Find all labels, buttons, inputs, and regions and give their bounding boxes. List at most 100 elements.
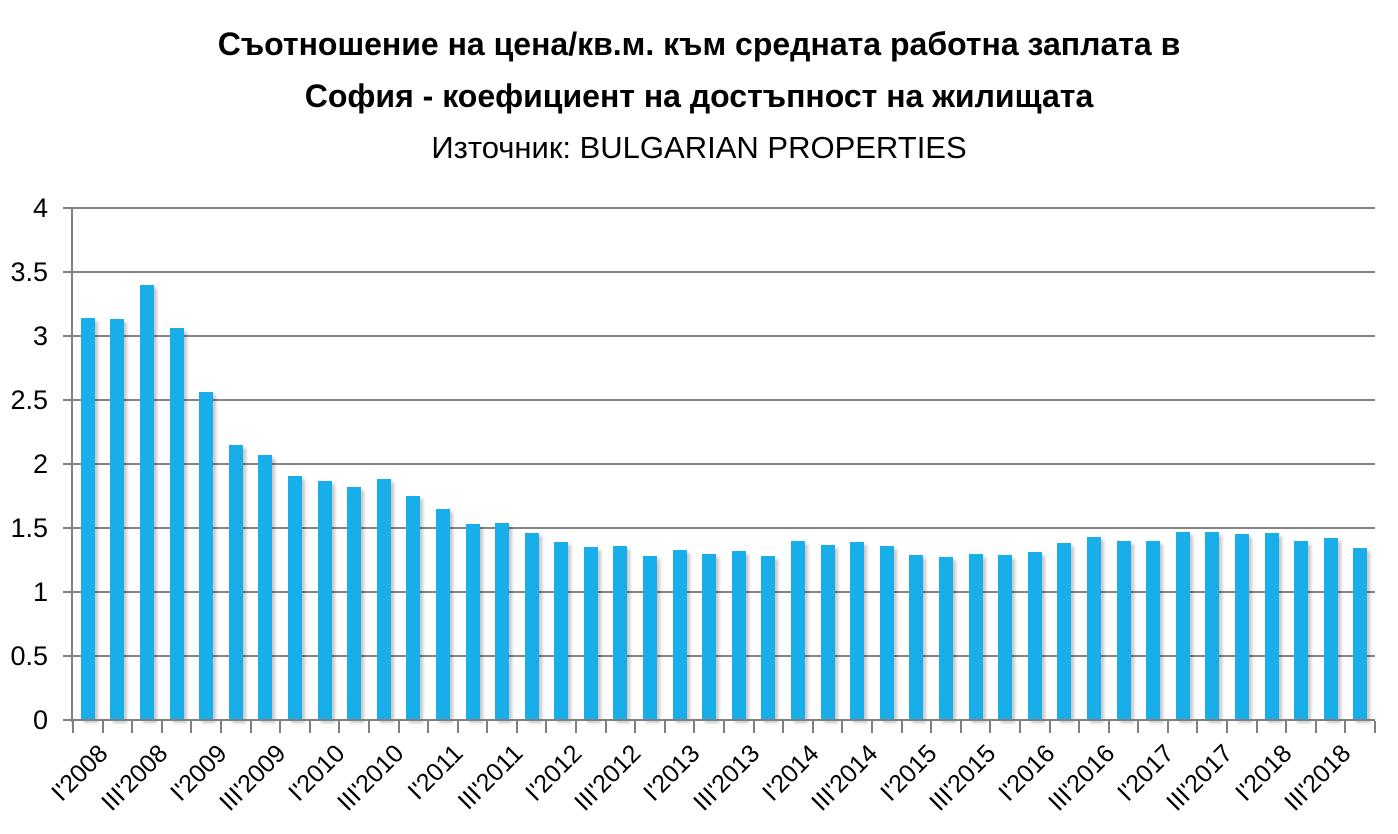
x-axis-tick bbox=[575, 721, 578, 733]
x-axis-label: III'2011 bbox=[452, 739, 529, 816]
y-axis-label: 2.5 bbox=[10, 385, 48, 415]
x-axis-tick bbox=[190, 721, 193, 733]
x-axis-tick bbox=[841, 721, 844, 733]
bar-cell bbox=[754, 208, 784, 720]
x-axis-tick bbox=[1285, 721, 1288, 733]
bar-cell bbox=[280, 208, 310, 720]
x-axis-label: III'2015 bbox=[924, 739, 1002, 817]
gridline bbox=[73, 335, 1375, 337]
gridline bbox=[73, 527, 1375, 529]
bar bbox=[406, 496, 421, 720]
x-axis-tick bbox=[900, 721, 903, 733]
bar bbox=[583, 547, 598, 720]
bar bbox=[1057, 543, 1072, 720]
bar-cell bbox=[1109, 208, 1139, 720]
y-axis-tick bbox=[63, 591, 73, 593]
x-axis-label: III'2018 bbox=[1279, 739, 1357, 817]
bar-cell bbox=[1227, 208, 1257, 720]
gridline bbox=[73, 399, 1375, 401]
bars-container bbox=[73, 208, 1375, 720]
x-axis-tick bbox=[723, 721, 725, 733]
bar-cell bbox=[339, 208, 369, 720]
bar bbox=[169, 328, 184, 720]
bar-cell bbox=[902, 208, 932, 720]
x-axis-label: III'2017 bbox=[1161, 739, 1239, 817]
x-axis-tick bbox=[870, 721, 873, 733]
bar bbox=[968, 553, 983, 720]
bar bbox=[524, 533, 539, 720]
bar bbox=[1175, 531, 1190, 720]
bar-cell bbox=[872, 208, 902, 720]
y-axis-label: 2 bbox=[32, 449, 48, 479]
bar-cell bbox=[961, 208, 991, 720]
bar-cell bbox=[694, 208, 724, 720]
bar-cell bbox=[724, 208, 754, 720]
y-axis-tick bbox=[63, 335, 73, 337]
bar-cell bbox=[813, 208, 843, 720]
bar bbox=[139, 284, 154, 720]
gridline bbox=[73, 655, 1375, 657]
x-axis-tick bbox=[930, 721, 933, 733]
x-axis-tick bbox=[486, 721, 489, 733]
bar bbox=[554, 542, 569, 720]
bar-cell bbox=[221, 208, 251, 720]
bar-cell bbox=[1050, 208, 1080, 720]
x-axis-tick bbox=[752, 721, 755, 733]
bar-cell bbox=[458, 208, 488, 720]
x-axis-tick bbox=[338, 721, 341, 733]
y-axis-tick bbox=[63, 719, 73, 721]
bar bbox=[820, 544, 835, 720]
bar-cell bbox=[606, 208, 636, 720]
bar bbox=[672, 549, 687, 720]
x-axis-tick bbox=[279, 721, 282, 733]
x-axis-tick bbox=[1137, 721, 1140, 733]
x-axis-label: III'2016 bbox=[1042, 739, 1120, 817]
x-axis-tick bbox=[219, 721, 222, 733]
x-axis-tick bbox=[367, 721, 370, 733]
x-axis-label: III'2013 bbox=[687, 739, 765, 817]
bar-cell bbox=[428, 208, 458, 720]
x-axis-label: III'2008 bbox=[95, 739, 174, 817]
bar bbox=[761, 556, 776, 720]
x-axis-tick bbox=[131, 721, 134, 733]
x-axis-tick bbox=[1226, 721, 1229, 733]
bar bbox=[731, 551, 746, 720]
x-axis-tick bbox=[1344, 721, 1347, 733]
x-axis-tick bbox=[72, 721, 74, 733]
x-axis-tick bbox=[545, 721, 548, 733]
bar-cell bbox=[842, 208, 872, 720]
bar-cell bbox=[990, 208, 1020, 720]
bar-cell bbox=[103, 208, 133, 720]
bar-cell bbox=[576, 208, 606, 720]
x-axis-label: III'2010 bbox=[332, 739, 410, 817]
bar-cell bbox=[487, 208, 517, 720]
x-axis-tick bbox=[308, 721, 311, 733]
x-axis-tick bbox=[811, 721, 814, 733]
bar bbox=[317, 480, 332, 720]
x-axis-tick bbox=[515, 721, 518, 733]
x-axis-label: III'2014 bbox=[806, 739, 884, 817]
bar bbox=[110, 319, 125, 720]
y-axis-label: 1.5 bbox=[10, 513, 48, 543]
bar bbox=[939, 557, 954, 720]
bar bbox=[1323, 538, 1338, 720]
chart-title-block: Съотношение на цена/кв.м. към средната р… bbox=[0, 18, 1398, 174]
bar-cell bbox=[191, 208, 221, 720]
gridline bbox=[73, 207, 1375, 209]
bar-cell bbox=[310, 208, 340, 720]
y-axis-line bbox=[71, 208, 73, 722]
bar-cell bbox=[1198, 208, 1228, 720]
bar-cell bbox=[1257, 208, 1287, 720]
x-axis-tick bbox=[1107, 721, 1110, 733]
bar-cell bbox=[162, 208, 192, 720]
bar-cell bbox=[369, 208, 399, 720]
bar-cell bbox=[517, 208, 547, 720]
bar-cell bbox=[783, 208, 813, 720]
chart-title-line1: Съотношение на цена/кв.м. към средната р… bbox=[217, 26, 1181, 62]
y-axis-label: 3.5 bbox=[10, 257, 48, 287]
bar bbox=[80, 318, 95, 720]
bar bbox=[287, 475, 302, 720]
x-axis-tick bbox=[1078, 721, 1081, 733]
bar-cell bbox=[1020, 208, 1050, 720]
x-axis-tick bbox=[456, 721, 459, 733]
